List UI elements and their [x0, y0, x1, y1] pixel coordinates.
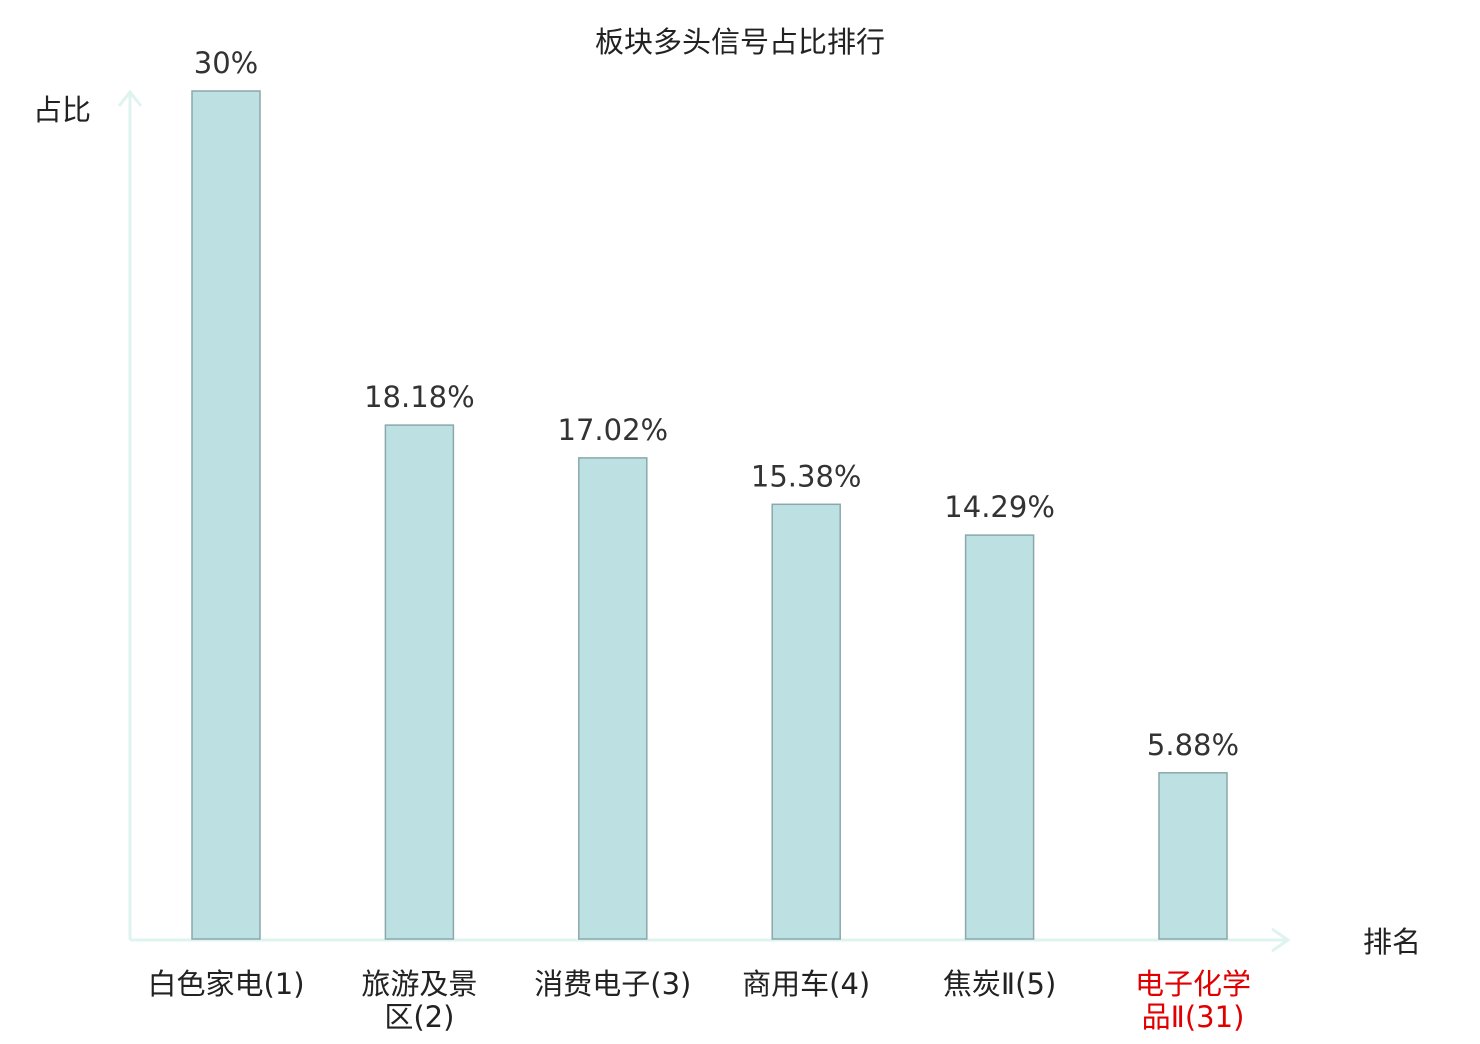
x-tick-label: 焦炭Ⅱ(5) [943, 967, 1056, 1001]
x-tick-label: 商用车(4) [742, 967, 870, 1001]
bar [964, 534, 1035, 940]
x-tick-label: 品Ⅱ(31) [1142, 1000, 1245, 1034]
bar [771, 503, 841, 940]
bar [384, 424, 455, 940]
bar [191, 90, 261, 940]
x-tick-label: 区(2) [384, 1000, 454, 1034]
bar-value-label: 17.02% [558, 413, 669, 447]
x-axis-label: 排名 [1363, 925, 1421, 959]
bar-value-label: 30% [194, 46, 258, 80]
x-tick-label: 电子化学 [1135, 967, 1251, 1001]
bar [578, 457, 648, 940]
x-tick-label: 白色家电(1) [147, 967, 304, 1001]
bar-value-label: 15.38% [751, 459, 862, 493]
y-axis-arrow-icon [117, 89, 143, 107]
bar-value-label: 18.18% [364, 380, 475, 414]
chart-title: 板块多头信号占比排行 [595, 25, 885, 59]
x-tick-label: 消费电子(3) [534, 967, 691, 1001]
x-axis-arrow-icon [1271, 927, 1291, 953]
bar [1158, 772, 1228, 940]
bar-value-label: 14.29% [944, 490, 1055, 524]
y-axis-label: 占比 [33, 93, 91, 127]
x-tick-label: 旅游及景 [361, 967, 477, 1001]
bars-group [191, 90, 1228, 940]
bar-value-label: 5.88% [1147, 728, 1239, 762]
value-labels-group: 30% 18.18% 17.02% 15.38% 14.29% 5.88% [194, 46, 1239, 762]
axes [117, 89, 1291, 953]
